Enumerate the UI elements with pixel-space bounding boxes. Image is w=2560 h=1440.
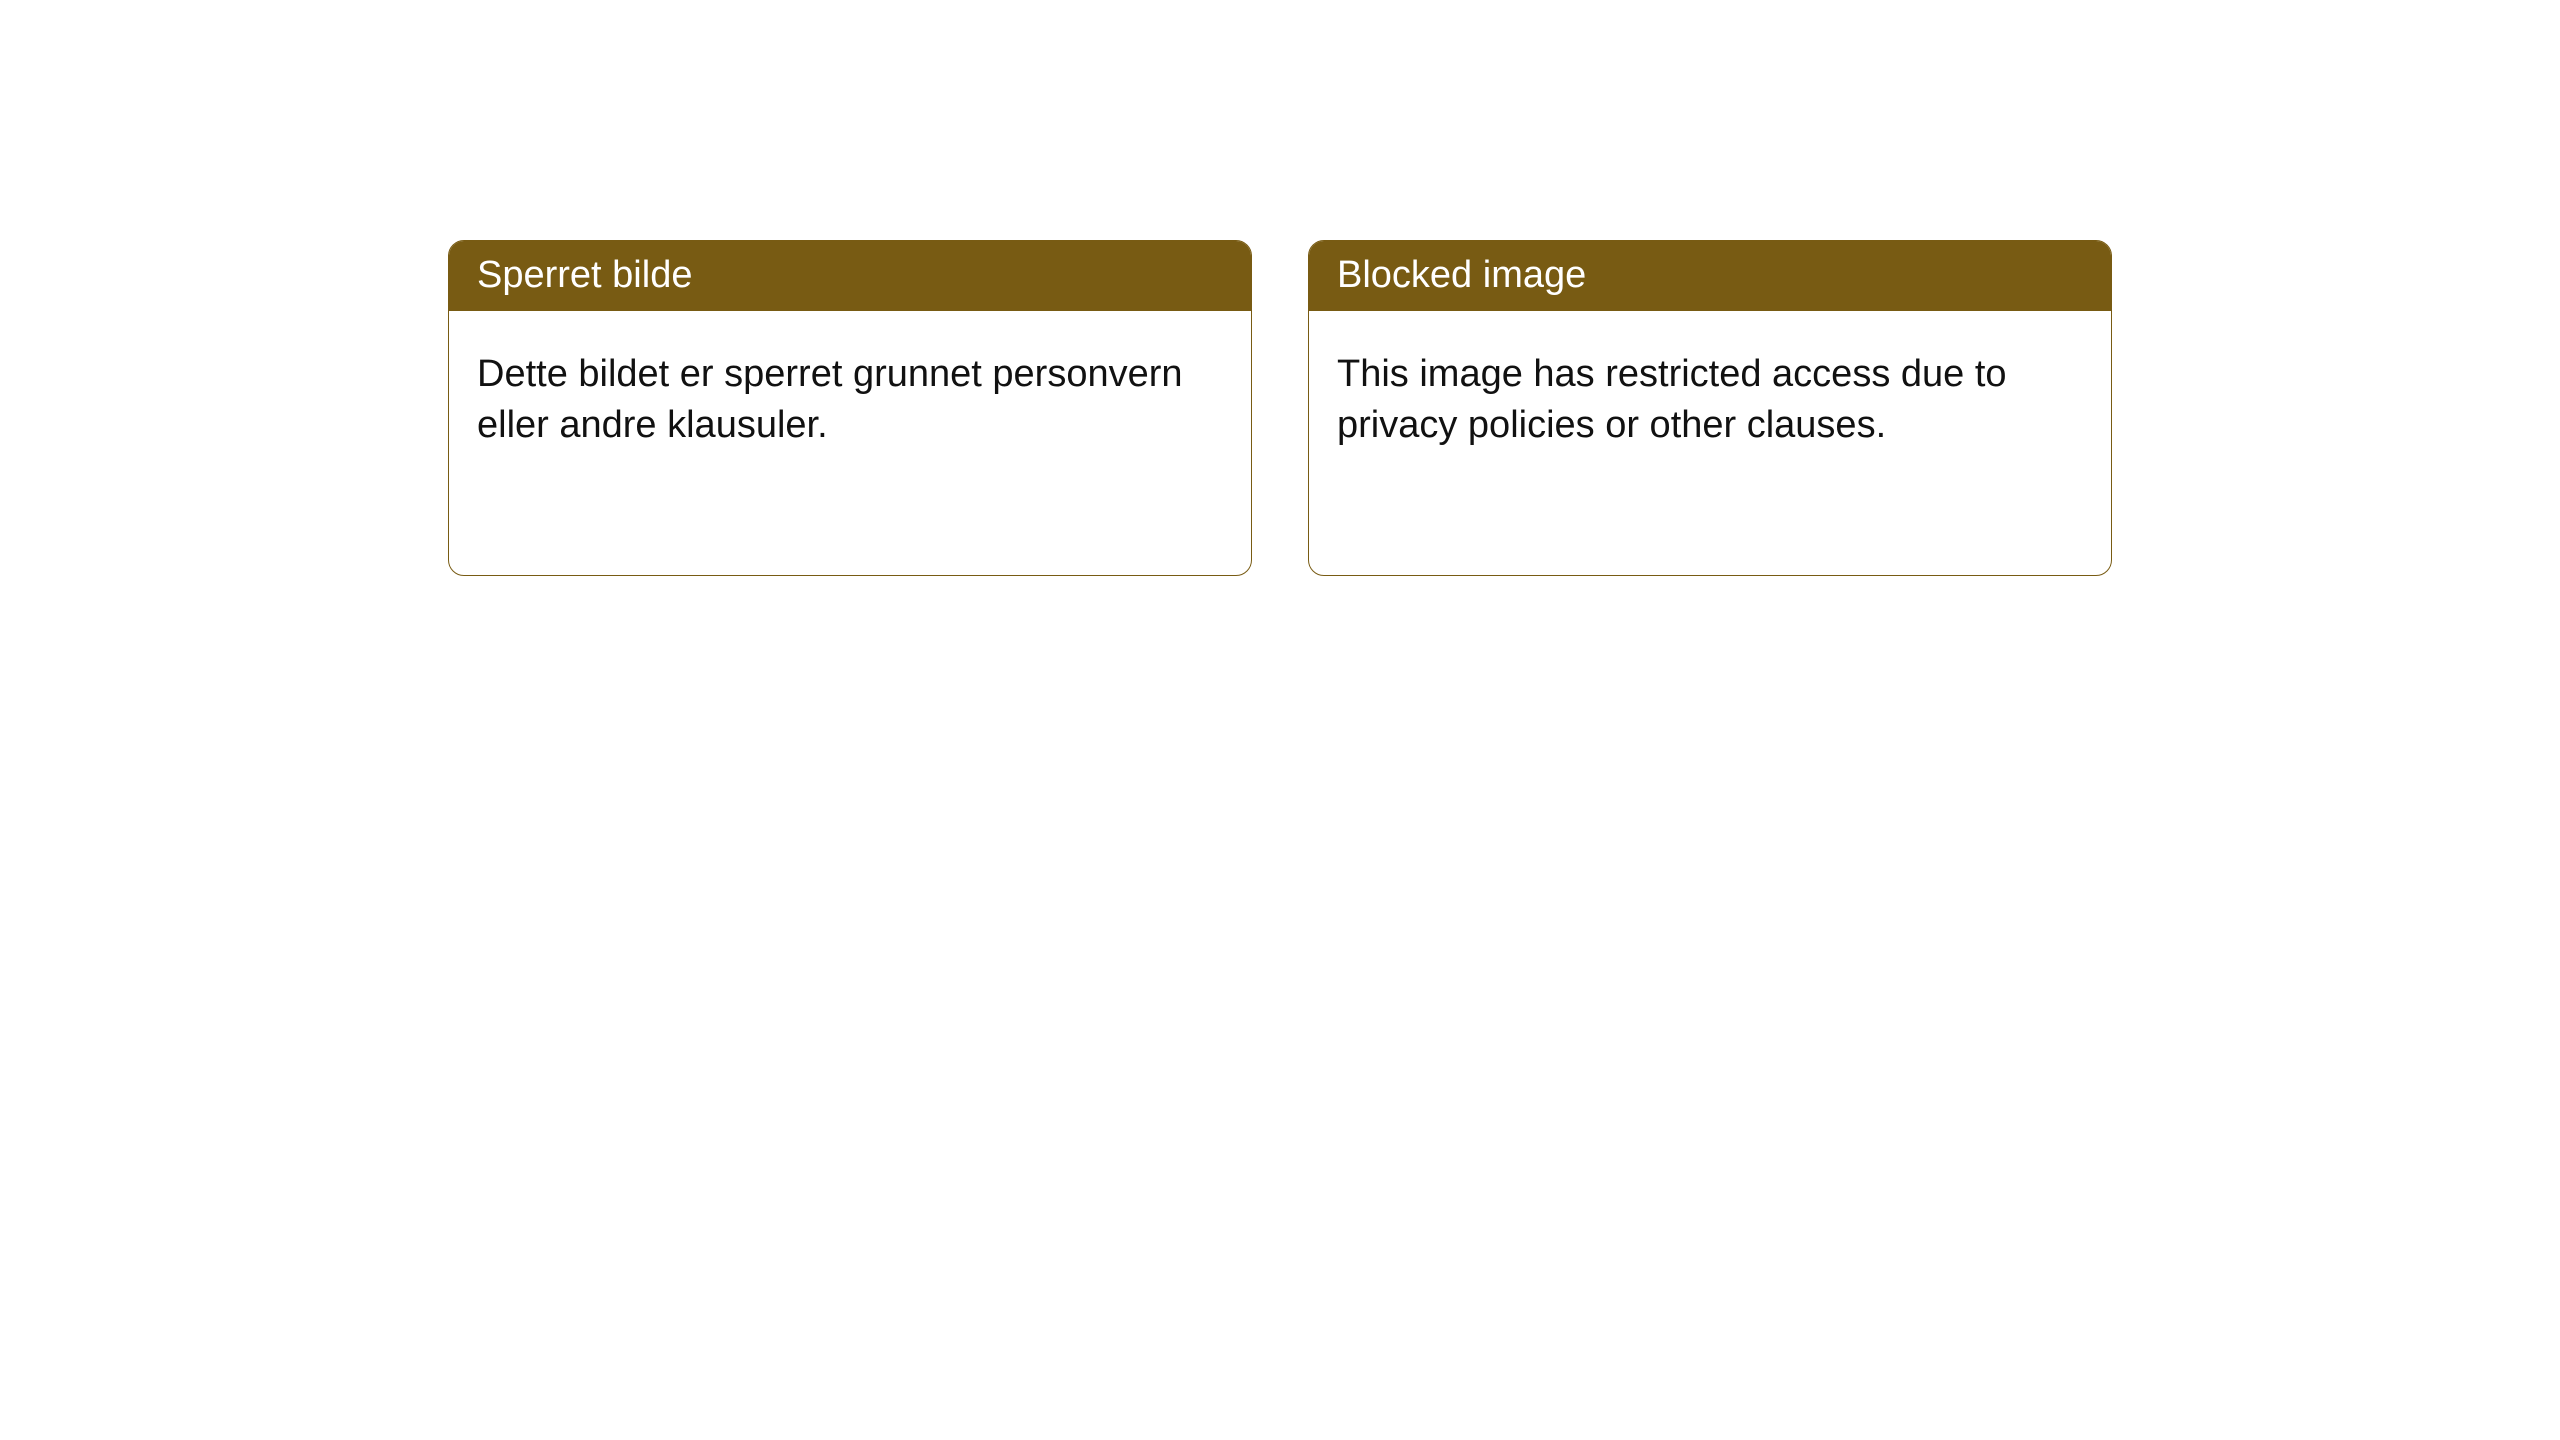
card-message: Dette bildet er sperret grunnet personve… [449,311,1251,480]
blocked-image-card-norwegian: Sperret bilde Dette bildet er sperret gr… [448,240,1252,576]
card-title: Sperret bilde [449,241,1251,311]
card-title: Blocked image [1309,241,2111,311]
notice-cards-container: Sperret bilde Dette bildet er sperret gr… [0,0,2560,576]
card-message: This image has restricted access due to … [1309,311,2111,480]
blocked-image-card-english: Blocked image This image has restricted … [1308,240,2112,576]
